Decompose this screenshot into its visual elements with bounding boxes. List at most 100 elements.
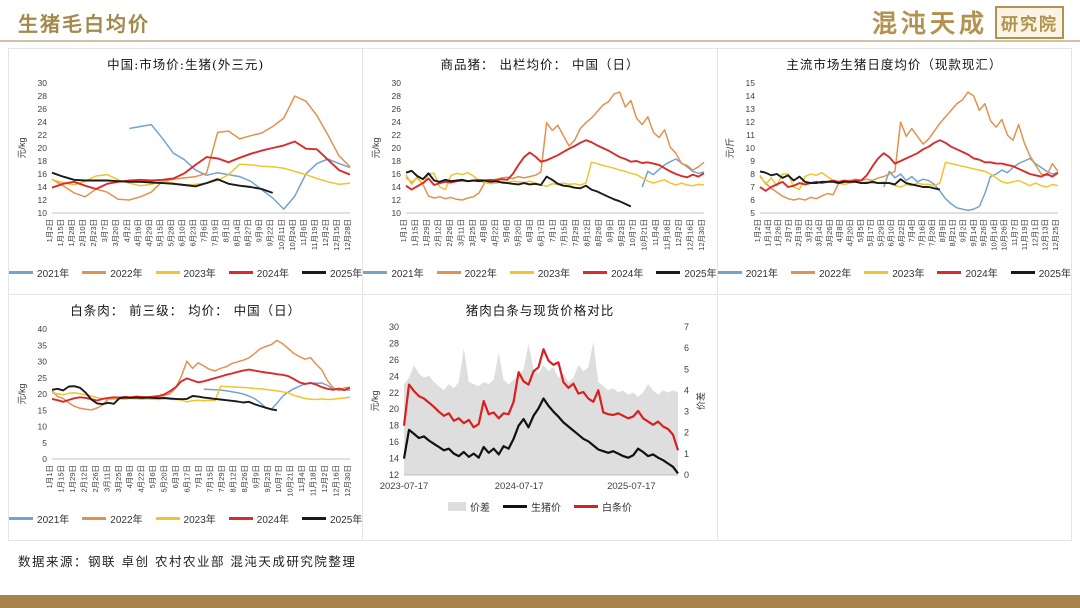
x-tick: 7月1日 [194,465,203,488]
y-tick-left: 30 [389,322,399,332]
legend-item: 2024年 [937,265,998,280]
y-tick-left: 28 [389,338,399,348]
y-tick: 20 [37,143,47,153]
series-2022年 [51,95,351,201]
chart-legend: 2021年 2022年 2023年 2024年 2025年 [363,265,717,280]
x-tick: 12月1日 [1031,219,1040,247]
y-axis-label-left: 元/kg [370,390,380,411]
x-tick: 8月26日 [594,219,603,247]
x-tick: 11月19日 [1021,219,1030,250]
footer-bar [0,595,1080,608]
legend-item: 2022年 [82,511,143,526]
x-tick: 7月6日 [199,219,208,242]
y-tick: 14 [37,182,47,192]
chart-svg: 元/kg 10 12 14 16 18 20 22 24 26 28 30 1月1日 1月15日 1月29日… [371,78,706,251]
y-tick: 26 [37,104,47,114]
x-tick: 10月7日 [628,219,637,247]
x-tick: 11月4日 [651,219,660,246]
y-tick: 12 [392,195,402,205]
legend-item: 2023年 [509,265,570,280]
legend-line-swatch [155,271,180,274]
legend-label: 2022年 [110,269,143,280]
legend-label: 2024年 [611,269,644,280]
legend-label: 2025年 [330,515,363,526]
x-tick: 7月29日 [217,465,226,493]
legend-label: 2024年 [256,515,290,526]
x-tick: 9月9日 [605,219,614,242]
chart-cell-mainstream-daily: 主流市场生猪日度均价（现款现汇） 元/斤 5 6 7 8 9 10 11 12 13 14 15 1月2日… [717,49,1072,295]
legend-item: 生猪价 [502,499,561,514]
legend-line-swatch [82,271,107,274]
y-tick: 11 [747,130,756,140]
x-tick: 2月26日 [91,465,100,493]
x-tick: 10月26日 [1000,219,1009,251]
x-tick: 1月28日 [67,219,76,247]
x-tick: 6月10日 [887,219,896,247]
x-tick: 5月6日 [148,465,157,488]
x-tick: 2023-07-17 [380,481,429,492]
legend-item: 2023年 [864,265,924,280]
legend-item: 2023年 [155,265,216,280]
legend-label: 2025年 [1038,269,1071,280]
y-tick: 30 [37,78,47,88]
y-tick: 6 [751,195,756,205]
x-tick: 6月23日 [188,219,197,247]
y-tick: 13 [746,104,756,114]
legend-line-swatch [9,517,34,520]
y-tick-left: 26 [389,355,399,365]
series-2021年 [128,123,350,210]
legend-line-swatch [228,517,253,520]
y-tick: 8 [751,169,756,179]
x-tick: 3月25日 [113,465,122,493]
logo-badge: 研究院 [995,5,1064,39]
x-tick: 5月6日 [502,219,511,242]
x-tick: 9月9日 [254,219,263,242]
x-tick: 7月28日 [928,219,937,247]
chart-title: 猪肉白条与现货价格对比 [465,303,615,318]
y-tick: 24 [392,117,402,127]
legend-item: 2025年 [656,265,717,280]
x-tick: 5月17日 [866,219,875,247]
y-tick: 7 [751,182,756,192]
y-tick-left: 22 [389,388,399,398]
legend-line-swatch [790,271,815,274]
y-tick-right: 7 [684,322,689,332]
legend-line-swatch [937,271,962,274]
y-tick: 30 [37,357,47,367]
x-tick: 8月9日 [938,219,947,242]
legend-label: 2024年 [965,269,998,280]
legend-item: 2022年 [436,265,497,280]
y-tick: 16 [37,169,47,179]
x-tick: 9月26日 [979,219,988,247]
y-tick: 28 [392,91,402,101]
x-tick: 10月21日 [640,219,649,251]
legend-label: 2023年 [183,515,216,526]
legend-item: 2022年 [82,265,143,280]
y-tick: 22 [37,130,47,140]
y-axis-label: 元/kg [371,137,381,158]
y-tick: 14 [392,182,402,192]
chart-legend: 2021年 2022年 2023年 2024年 2025年 [9,265,363,280]
legend-label: 2023年 [892,269,925,280]
x-tick: 5月28日 [166,219,175,247]
x-tick: 2025-07-17 [607,481,656,492]
y-tick-right: 2 [684,428,689,438]
y-tick-right: 1 [684,449,689,459]
legend-label: 2022年 [110,515,143,526]
x-tick: 4月29日 [144,219,153,247]
series-2021年 [883,157,1059,212]
legend-label: 白条价 [601,503,632,514]
x-tick: 7月29日 [571,219,580,247]
x-tick: 6月17日 [537,219,546,247]
chart-svg: 元/kg 0 5 10 15 20 25 30 35 40 1月1日 1月15日 1月29日 2月12日 2… [17,324,352,497]
x-tick: 4月20日 [846,219,855,247]
legend-line-swatch [436,271,461,274]
x-tick: 8月27日 [243,219,252,247]
legend-label: 2025年 [330,269,363,280]
x-tick: 12月30日 [697,219,706,251]
x-tick: 9月9日 [251,465,260,488]
legend-line-swatch [864,271,889,274]
x-tick: 3月11日 [456,219,465,246]
y-tick: 22 [392,130,402,140]
x-tick: 4月2日 [122,219,131,242]
